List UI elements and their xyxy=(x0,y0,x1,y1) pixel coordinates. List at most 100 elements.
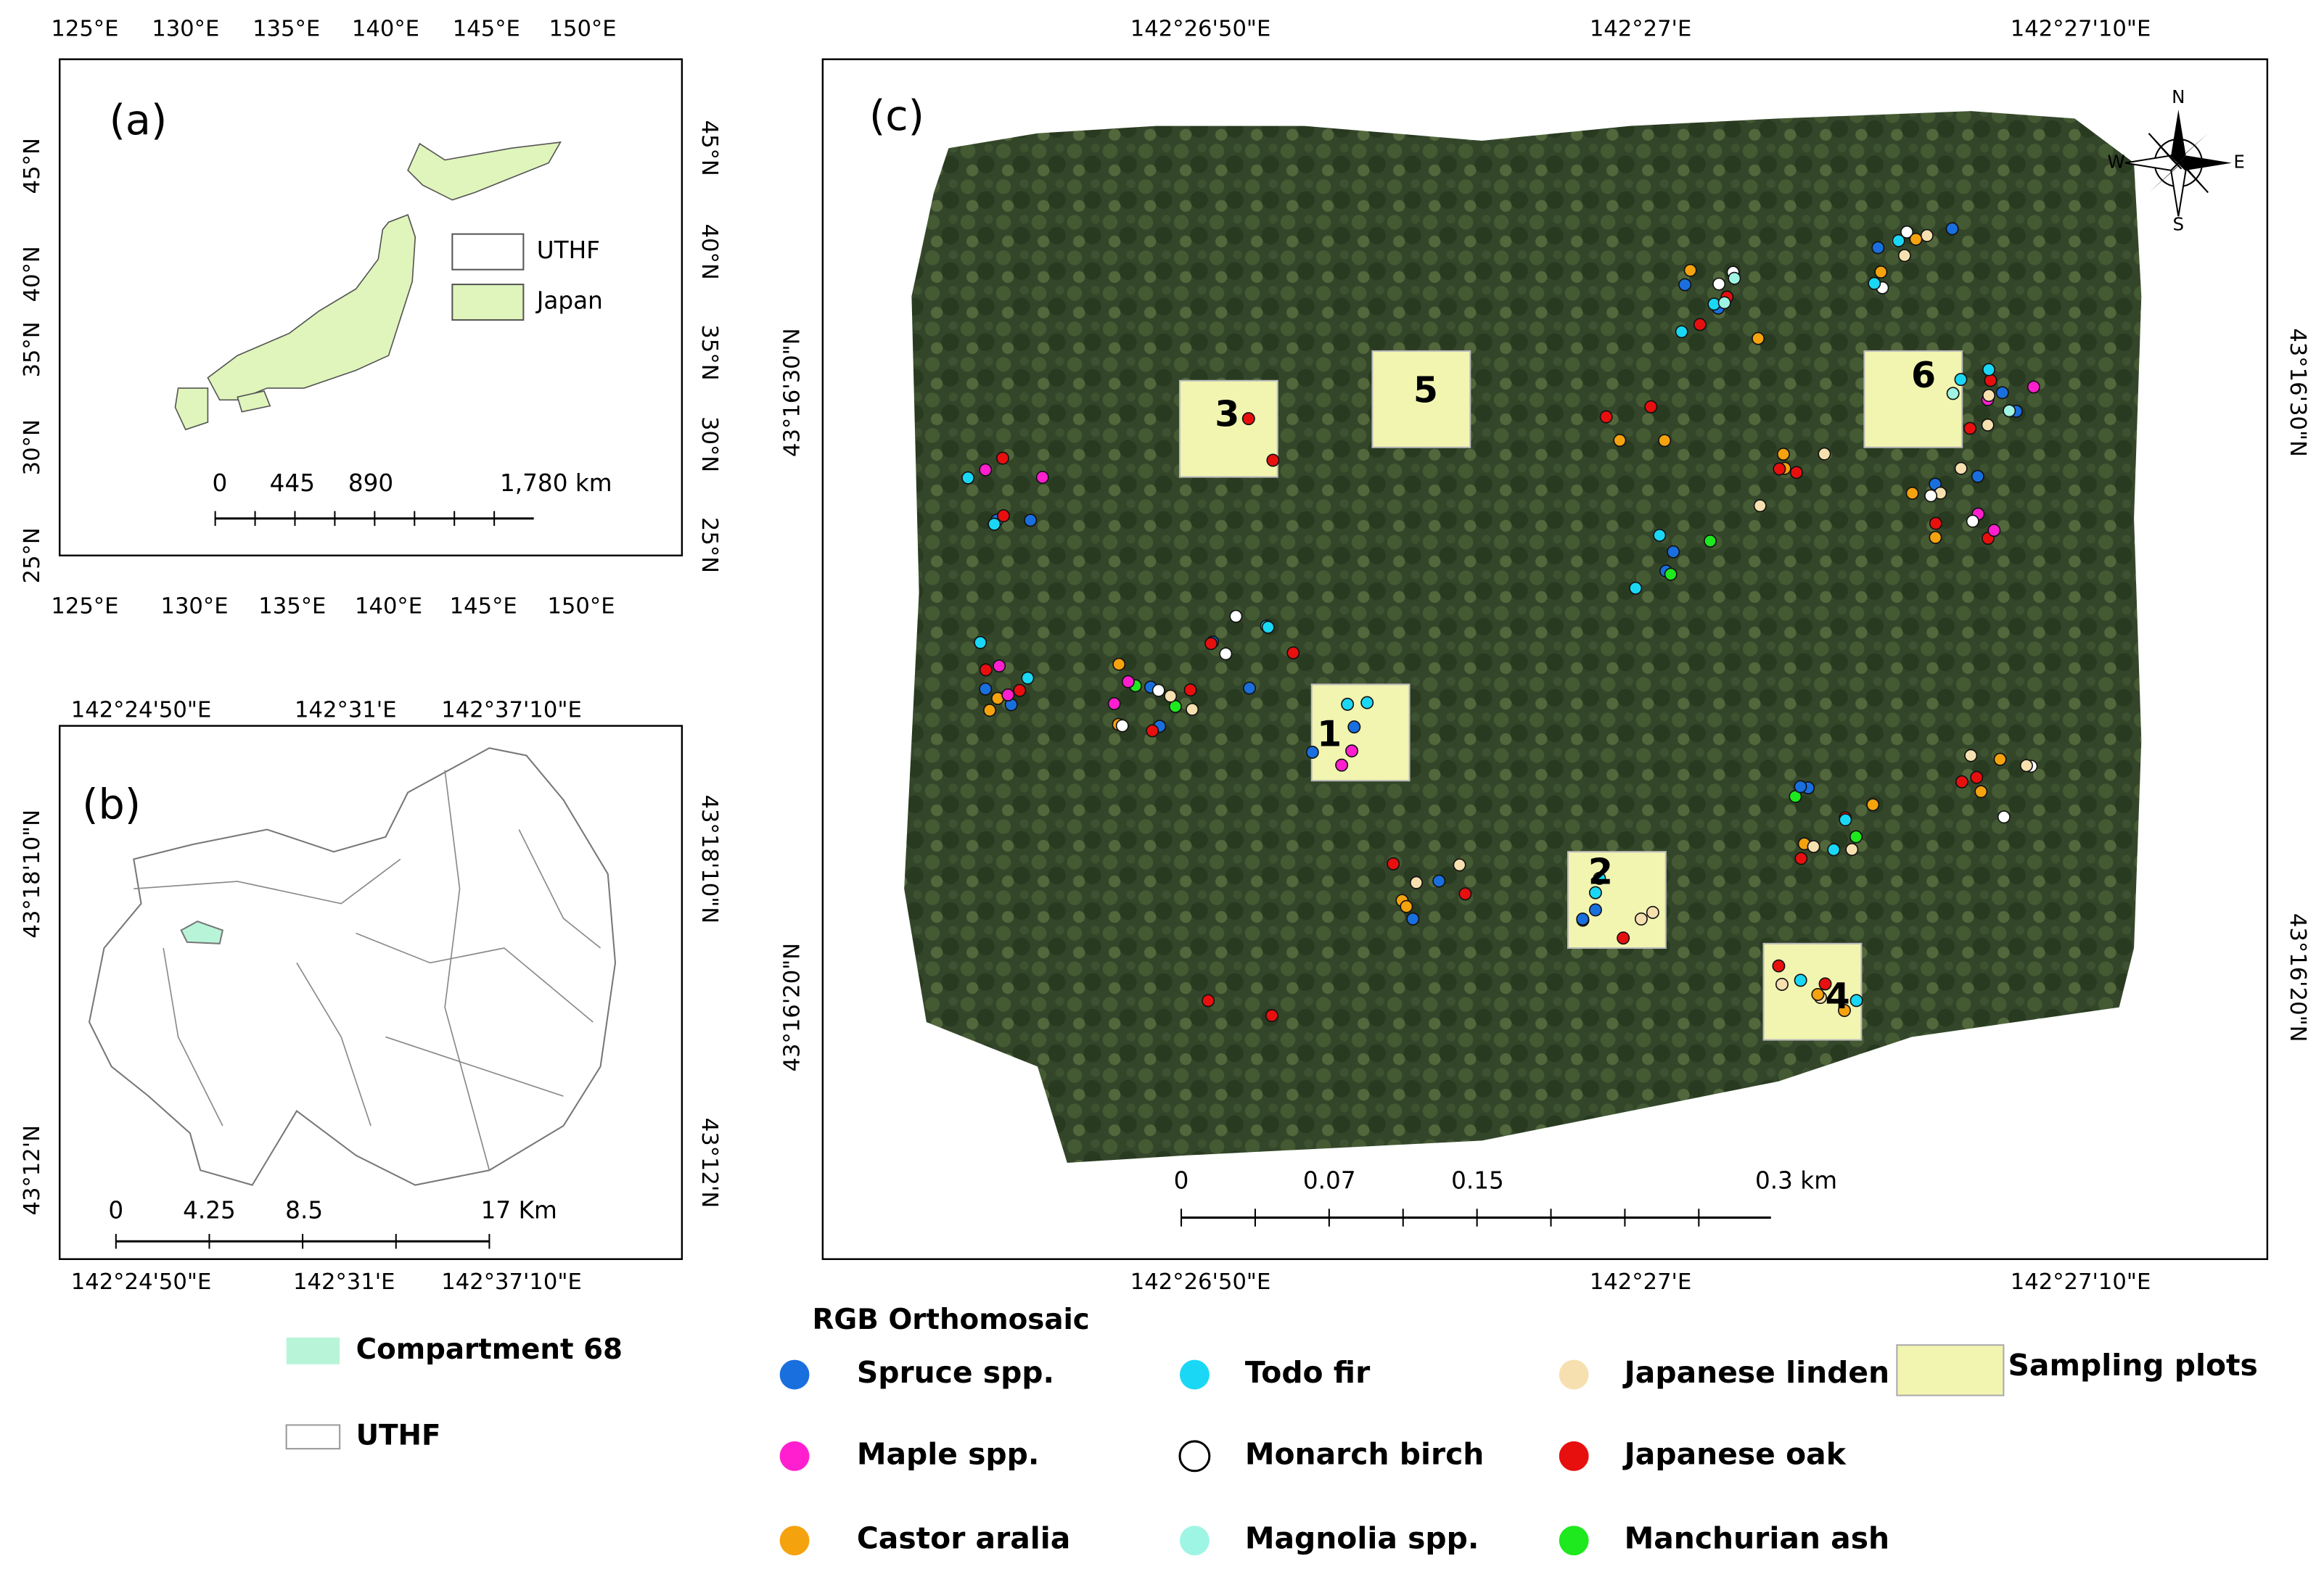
tree-point xyxy=(1599,410,1613,424)
tree-point xyxy=(1241,412,1255,426)
tree-point xyxy=(1664,567,1678,581)
scale-label: 445 xyxy=(270,469,315,497)
tree-point xyxy=(2027,380,2040,394)
tree-point xyxy=(1629,581,1643,595)
panel-label: (a) xyxy=(110,96,168,144)
sampling-plot xyxy=(1310,683,1411,782)
tree-point xyxy=(1789,466,1803,479)
tree-point xyxy=(1954,373,1968,387)
legend-marker xyxy=(1559,1526,1589,1556)
tree-point xyxy=(1107,697,1121,711)
tick-label: 30°N xyxy=(697,416,722,472)
tick-label: 142°27'E xyxy=(1590,16,1692,41)
tree-point xyxy=(1868,276,1881,290)
tree-point xyxy=(1929,530,1942,544)
tick-label: 43°16'20"N xyxy=(2285,913,2310,1042)
tree-point xyxy=(1266,453,1280,467)
tree-point xyxy=(1243,681,1256,695)
scale-label: 0.07 xyxy=(1303,1167,1356,1195)
uthf-outline xyxy=(88,747,617,1186)
tree-point xyxy=(1981,418,1995,432)
tree-point xyxy=(1261,620,1275,634)
tick-label: 140°E xyxy=(352,16,419,41)
tree-point xyxy=(1634,912,1648,926)
tick-label: 140°E xyxy=(355,594,422,619)
tree-point xyxy=(1229,609,1243,623)
tick-label: 125°E xyxy=(51,594,118,619)
sampling-plot xyxy=(1371,350,1471,448)
tree-point xyxy=(1146,724,1159,738)
tick-label: 142°37'10"E xyxy=(441,1269,582,1295)
tree-point xyxy=(1993,752,2007,766)
tree-point xyxy=(2019,759,2033,773)
legend-label: Manchurian ash xyxy=(1625,1521,1889,1556)
legend-swatch-uthf xyxy=(285,1424,341,1450)
tree-point xyxy=(1204,637,1218,651)
tick-label: 145°E xyxy=(453,16,520,41)
tick-label: 135°E xyxy=(252,16,320,41)
tree-point xyxy=(1794,973,1807,987)
legend-marker xyxy=(1559,1441,1589,1471)
scale-label: 0.15 xyxy=(1451,1167,1504,1195)
tree-point xyxy=(1593,871,1606,885)
tree-point xyxy=(1186,702,1199,716)
tree-point xyxy=(1929,516,1942,530)
tree-point xyxy=(1963,421,1977,435)
tree-point xyxy=(1658,434,1672,448)
tick-label: 25°N xyxy=(697,517,722,573)
tree-point xyxy=(1675,325,1688,339)
tree-point xyxy=(1971,469,1984,483)
tree-point xyxy=(1021,671,1035,685)
tick-label: 142°37'10"E xyxy=(441,698,582,723)
tree-point xyxy=(1453,858,1466,872)
legend-label: Todo fir xyxy=(1245,1355,1371,1390)
tree-point xyxy=(1712,277,1726,291)
legend-label: Japanese oak xyxy=(1622,1436,1847,1471)
tick-label: 150°E xyxy=(547,594,615,619)
tick-label: 142°26'50"E xyxy=(1130,1269,1271,1295)
compartments xyxy=(134,770,601,1171)
legend-label: Monarch birch xyxy=(1245,1436,1485,1471)
tree-point xyxy=(1892,234,1905,247)
tree-point xyxy=(1995,386,2009,400)
tree-point xyxy=(1013,683,1027,697)
tree-point xyxy=(1410,876,1424,889)
tick-label: 142°31'E xyxy=(293,1269,395,1295)
legend-label: Japan xyxy=(535,287,603,315)
tick-label: 142°24'50"E xyxy=(71,698,212,723)
tree-point xyxy=(1432,874,1446,888)
tree-point xyxy=(1183,683,1197,697)
tree-point xyxy=(1954,461,1968,475)
scale-label: 0 xyxy=(108,1196,123,1224)
tree-point xyxy=(997,509,1010,523)
tree-point xyxy=(1794,780,1807,794)
tick-label: 130°E xyxy=(160,594,228,619)
tick-label: 142°27'10"E xyxy=(2011,16,2151,41)
tree-point xyxy=(1909,232,1923,246)
tree-point xyxy=(1286,646,1300,659)
legend-label: Sampling plots xyxy=(2008,1348,2258,1383)
tick-label: 25°N xyxy=(20,527,45,583)
tree-point xyxy=(1001,688,1015,701)
tree-point xyxy=(1335,758,1349,772)
legend-swatch-plots xyxy=(1896,1344,2005,1396)
tree-point xyxy=(1897,249,1911,263)
compass-label: N xyxy=(2172,86,2185,107)
tree-point xyxy=(993,659,1006,673)
panel-label: (b) xyxy=(82,781,141,829)
tree-point xyxy=(1772,959,1786,973)
scale-label: 17 Km xyxy=(481,1196,557,1224)
japan xyxy=(174,141,562,431)
tree-point xyxy=(1164,689,1178,703)
tree-point xyxy=(1794,852,1808,865)
tree-point xyxy=(1811,987,1825,1001)
tick-label: 43°16'30"N xyxy=(2285,328,2310,457)
tree-point xyxy=(1693,318,1707,332)
legend-marker xyxy=(1178,1440,1211,1473)
tick-label: 43°12'N xyxy=(697,1118,722,1209)
tick-label: 40°N xyxy=(697,224,722,280)
tick-label: 142°31'E xyxy=(295,698,397,723)
tree-point xyxy=(1678,278,1692,292)
plot-label: 3 xyxy=(1215,393,1239,435)
legend-marker xyxy=(1180,1359,1210,1390)
